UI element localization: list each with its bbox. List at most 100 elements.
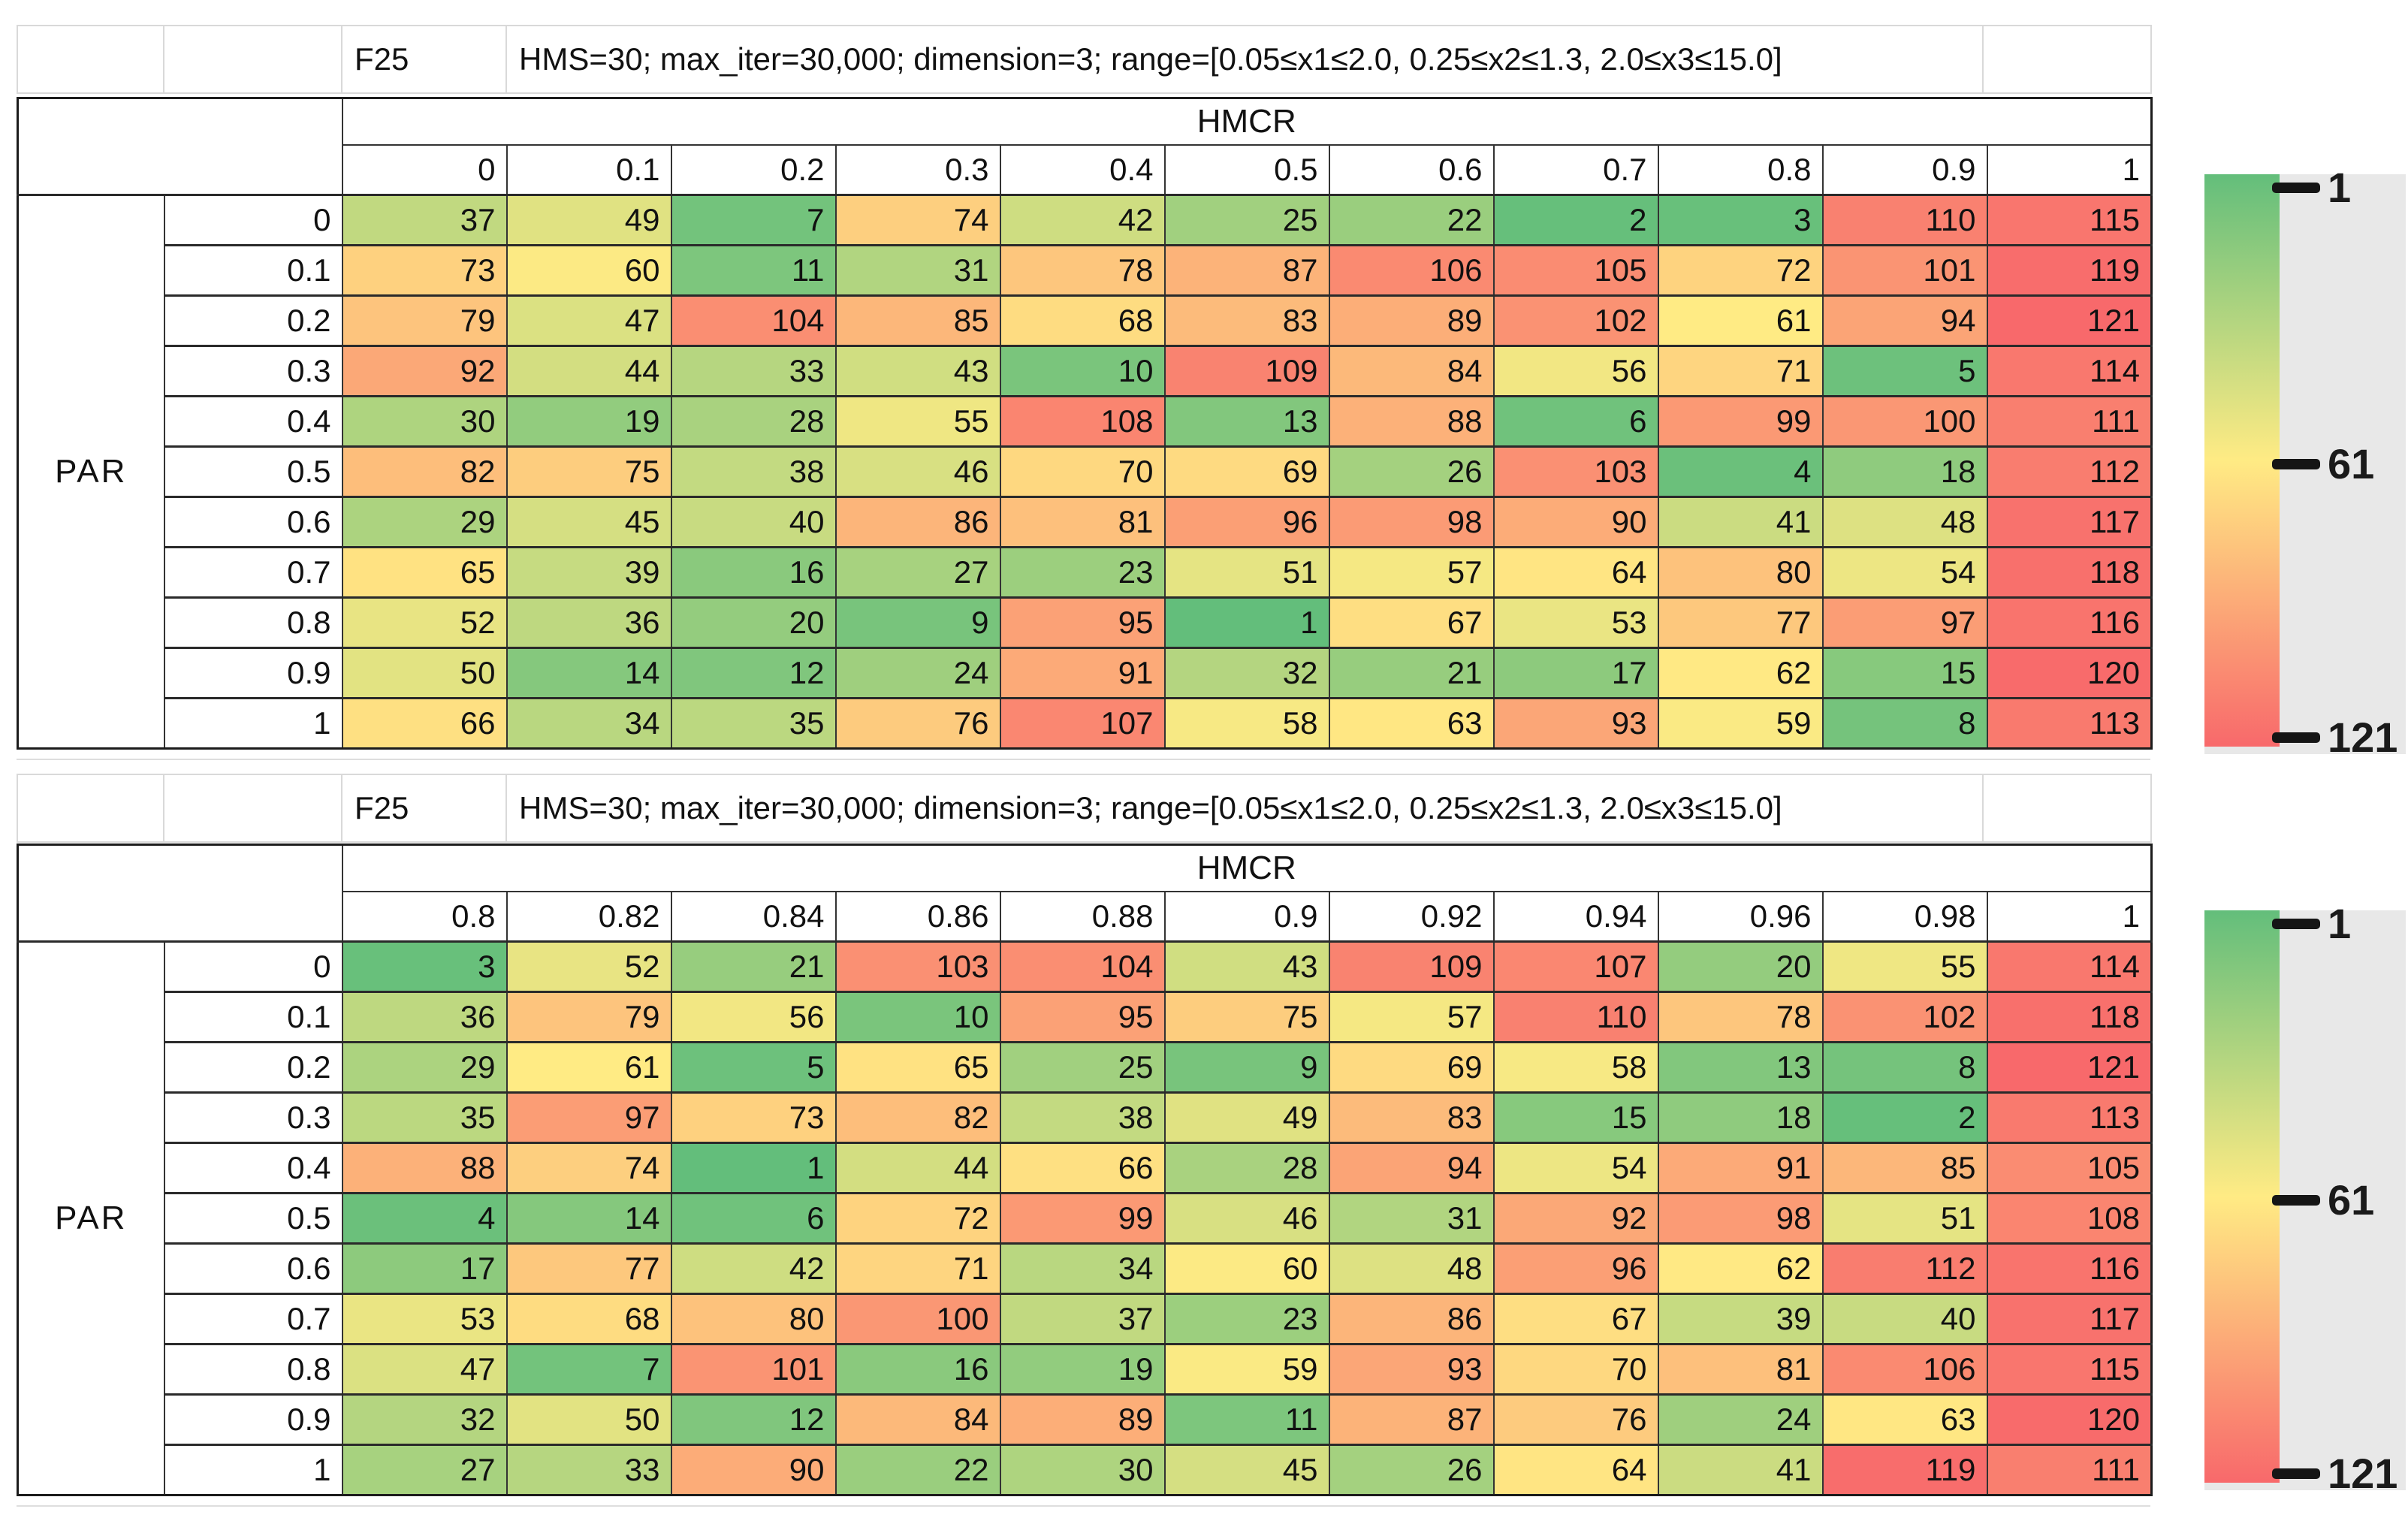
row-axis-label: PAR [17,940,165,1496]
heatmap-cell: 39 [505,546,672,599]
table-row: 0.7 65 39 16 27 23 51 57 64 80 54 118 [18,546,2153,599]
heatmap-cell: 67 [1328,596,1495,649]
heatmap-cell: 87 [1328,1393,1495,1446]
tick-label: 61 [2328,1176,2375,1224]
heatmap-cell: 8 [1821,1041,1988,1094]
heatmap-cell: 80 [670,1293,837,1345]
col-header: 0.94 [1492,890,1659,943]
heatmap-cell: 46 [1163,1192,1330,1245]
table-row: 0.2 29 61 5 65 25 9 69 58 13 8 121 [18,1041,2153,1094]
header-axis-row: HMCR [17,97,2153,196]
row-header: 1 [163,697,343,750]
heatmap-cell: 48 [1821,496,1988,548]
row-axis-label: PAR [17,194,165,750]
heatmap-cell: 5 [670,1041,837,1094]
heatmap-table-1: HMCR 0 0.1 0.2 0.3 0.4 0.5 0.6 0.7 0.8 0.9 1 PAR 0 37 4… [17,97,2153,750]
heatmap-cell: 118 [1986,546,2153,599]
heatmap-cell: 28 [670,395,837,448]
heatmap-cell: 75 [505,445,672,498]
col-header: 0.96 [1657,890,1824,943]
heatmap-cell: 14 [505,1192,672,1245]
heatmap-cell: 88 [1328,395,1495,448]
heatmap-cell: 83 [1163,294,1330,347]
heatmap-cell: 105 [1986,1142,2153,1194]
heatmap-cell: 1 [670,1142,837,1194]
heatmap-cell: 113 [1986,1091,2153,1144]
heatmap-cell: 16 [834,1343,1001,1396]
heatmap-cell: 42 [999,194,1166,246]
heatmap-cell: 61 [1657,294,1824,347]
heatmap-cell: 58 [1492,1041,1659,1094]
table-row: 0.9 50 14 12 24 91 32 21 17 62 15 120 [18,647,2153,699]
heatmap-cell: 15 [1492,1091,1659,1144]
heatmap-cell: 93 [1492,697,1659,750]
heatmap-cell: 111 [1986,1444,2153,1496]
table-row: 0.1 36 79 56 10 95 75 57 110 78 102 118 [18,991,2153,1043]
heatmap-cell: 13 [1657,1041,1824,1094]
heatmap-cell: 33 [505,1444,672,1496]
heatmap-cell: 81 [999,496,1166,548]
heatmap-cell: 46 [834,445,1001,498]
heatmap-cell: 50 [505,1393,672,1446]
row-header: 0.9 [163,1393,343,1446]
corner-cell [17,97,343,196]
heatmap-cell: 12 [670,1393,837,1446]
table-row: 0.9 32 50 12 84 89 11 87 76 24 63 120 [18,1393,2153,1446]
heatmap-cell: 68 [505,1293,672,1345]
table-row: 0.2 79 47 104 85 68 83 89 102 61 94 121 [18,294,2153,347]
row-header: 0.7 [163,1293,343,1345]
row-header: 1 [163,1444,343,1496]
heatmap-cell: 2 [1821,1091,1988,1144]
heatmap-cell: 25 [999,1041,1166,1094]
heatmap-cell: 69 [1328,1041,1495,1094]
heatmap-cell: 14 [505,647,672,699]
row-header: 0.2 [163,1041,343,1094]
heatmap-cell: 27 [341,1444,508,1496]
caption-empty-cell [1982,25,2152,94]
heatmap-cell: 35 [670,697,837,750]
heatmap-cell: 44 [505,345,672,397]
heatmap-cell: 84 [1328,345,1495,397]
heatmap-cell: 62 [1657,647,1824,699]
heatmap-cell: 57 [1328,546,1495,599]
heatmap-cell: 49 [1163,1091,1330,1144]
heatmap-cell: 56 [1492,345,1659,397]
heatmap-cell: 58 [1163,697,1330,750]
col-header: 0.8 [341,890,508,943]
heatmap-cell: 23 [1163,1293,1330,1345]
heatmap-cell: 104 [670,294,837,347]
heatmap-cell: 110 [1821,194,1988,246]
heatmap-cell: 31 [1328,1192,1495,1245]
heatmap-cell: 32 [341,1393,508,1446]
heatmap-cell: 119 [1821,1444,1988,1496]
heatmap-cell: 28 [1163,1142,1330,1194]
heatmap-cell: 102 [1492,294,1659,347]
table-row: 1 27 33 90 22 30 45 26 64 41 119 111 [18,1444,2153,1496]
heatmap-cell: 121 [1986,294,2153,347]
heatmap-cell: 103 [834,940,1001,993]
heatmap-cell: 99 [999,1192,1166,1245]
heatmap-cell: 3 [1657,194,1824,246]
caption-row: F25 HMS=30; max_iter=30,000; dimension=3… [17,25,2152,94]
heatmap-cell: 86 [834,496,1001,548]
col-header: 0.8 [1657,143,1824,196]
heatmap-cell: 72 [1657,244,1824,297]
table-row: 0.8 47 7 101 16 19 59 93 70 81 106 115 [18,1343,2153,1396]
legend-tick-max: 121 [2272,1450,2397,1498]
tick-label: 1 [2328,164,2352,211]
heatmap-cell: 118 [1986,991,2153,1043]
row-header: 0.6 [163,496,343,548]
heatmap-cell: 72 [834,1192,1001,1245]
col-header: 0.86 [834,890,1001,943]
caption-row-1: F25 HMS=30; max_iter=30,000; dimension=3… [17,25,2152,94]
heatmap-cell: 105 [1492,244,1659,297]
heatmap-cell: 88 [341,1142,508,1194]
heatmap-cell: 96 [1163,496,1330,548]
heatmap-cell: 54 [1821,546,1988,599]
heatmap-cell: 21 [670,940,837,993]
heatmap-cell: 18 [1657,1091,1824,1144]
header-axis-row: HMCR [17,844,2153,943]
heatmap-cell: 60 [1163,1242,1330,1295]
heatmap-cell: 96 [1492,1242,1659,1295]
heatmap-cell: 50 [341,647,508,699]
